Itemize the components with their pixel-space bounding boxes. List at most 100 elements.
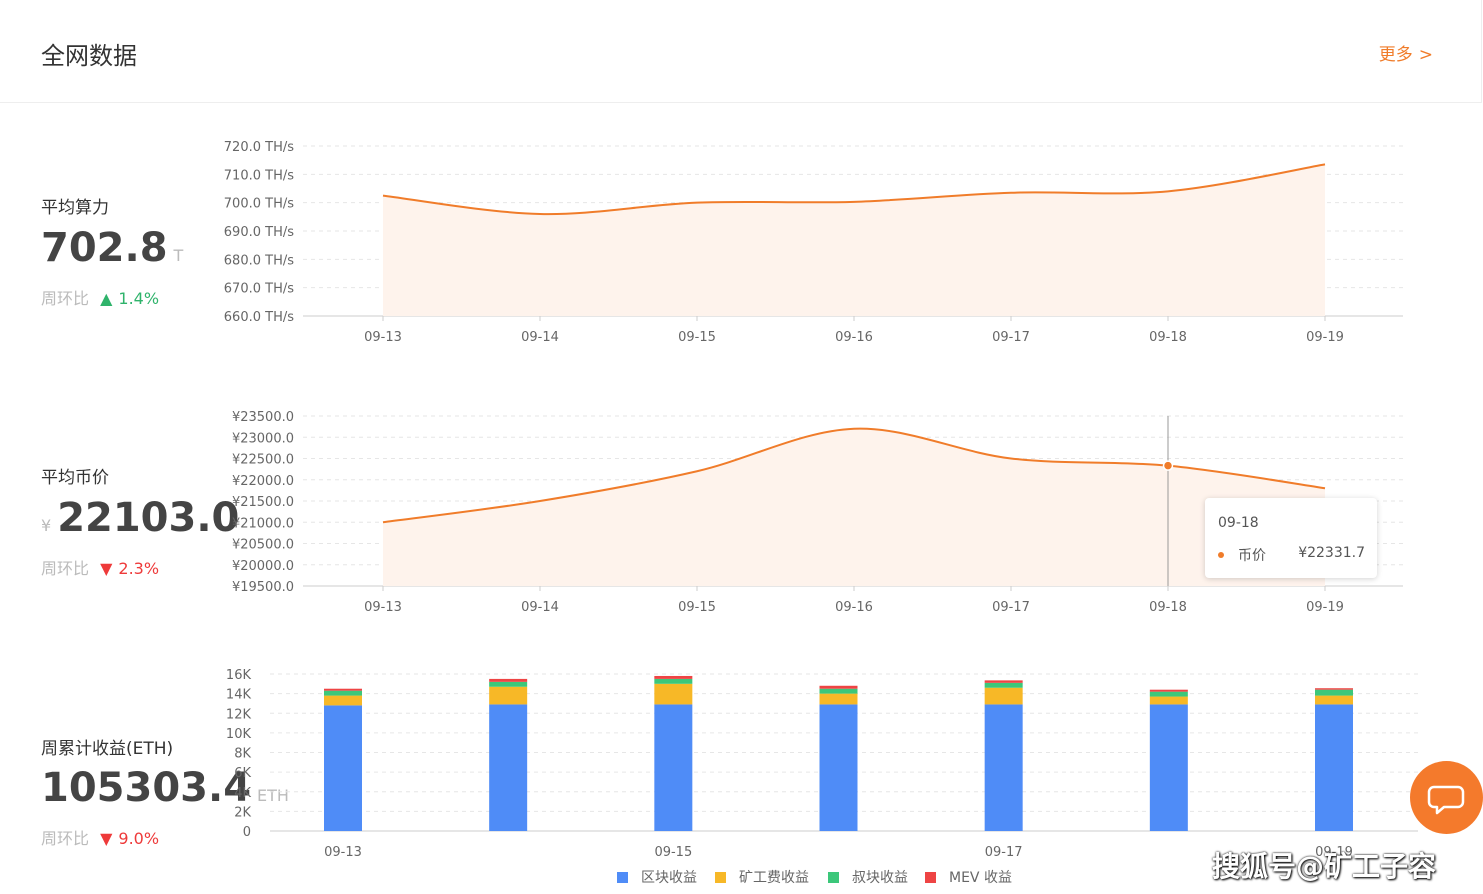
hashrate-change-label: 周环比 [41,289,90,308]
series-area [383,428,1325,586]
bar-segment [489,681,528,687]
hashrate-number: 702.8 [41,225,168,271]
y-tick-label: ¥20500.0 [232,538,294,553]
price-number: 22103.0 [57,495,240,541]
down-triangle-icon: ▼ [95,829,113,848]
hashrate-change: 周环比 ▲ 1.4% [41,285,159,309]
price-label: 平均币价 [41,468,109,488]
hashrate-value: 702.8 T [41,225,183,271]
bar-segment [1315,695,1353,705]
bar-segment [1149,691,1188,697]
bar-segment [984,687,1023,705]
x-tick-label: 09-13 [324,845,362,860]
y-tick-label: 680.0 TH/s [224,253,294,268]
revenue-value: 105303.4 ETH [41,765,289,811]
revenue-unit: ETH [257,786,289,805]
x-tick-label: 09-15 [678,600,716,615]
bar-segment [489,678,528,682]
y-tick-label: 4K [234,786,251,801]
series-line [382,163,1326,216]
bar-segment [819,693,858,705]
bar-segment [819,704,858,831]
bar-segment [1149,704,1188,831]
price-currency: ¥ [41,516,52,535]
y-tick-label: ¥21000.0 [232,516,294,531]
x-tick-label: 09-17 [992,330,1030,345]
series-area [383,164,1325,316]
more-link[interactable]: 更多 > [1379,40,1433,65]
x-tick-label: 09-14 [521,330,559,345]
page-title: 全网数据 [41,42,137,70]
x-tick-label: 09-16 [835,600,873,615]
bar-segment [489,686,528,705]
hashrate-label: 平均算力 [41,198,109,218]
y-tick-label: 10K [226,727,252,742]
y-tick-label: ¥23500.0 [232,410,294,425]
bar-segment [324,688,362,691]
price-change: 周环比 ▼ 2.3% [41,555,159,579]
chat-button[interactable] [1410,761,1483,834]
bar-segment [819,688,858,694]
bar-segment [489,704,528,831]
y-tick-label: 16K [226,668,252,683]
bar-segment [654,678,693,684]
bar-segment [324,695,362,706]
y-tick-label: ¥21500.0 [232,495,294,510]
y-tick-label: 0 [243,825,251,840]
chevron-right-icon: > [1418,45,1433,65]
x-tick-label: 09-13 [364,600,402,615]
revenue-change-label: 周环比 [41,829,90,848]
legend-label: 区块收益 [641,870,697,886]
revenue-number: 105303.4 [41,765,252,811]
y-tick-label: ¥22000.0 [232,474,294,489]
tooltip-date: 09-18 [1218,515,1259,531]
bar-segment [1315,688,1353,690]
x-tick-label: 09-15 [654,845,692,860]
legend-label: 叔块收益 [852,870,908,886]
y-tick-label: ¥22500.0 [232,453,294,468]
bar-segment [654,675,693,679]
x-tick-label: 09-14 [521,600,559,615]
bar-segment [984,682,1023,688]
y-tick-label: 2K [234,805,251,820]
y-tick-label: 6K [234,766,251,781]
x-tick-label: 09-18 [1149,330,1187,345]
y-tick-label: 710.0 TH/s [224,168,294,183]
x-tick-label: 09-13 [364,330,402,345]
y-tick-label: 700.0 TH/s [224,197,294,212]
x-tick-label: 09-18 [1149,600,1187,615]
down-triangle-icon: ▼ [95,559,113,578]
y-tick-label: 12K [226,707,252,722]
bar-segment [324,705,362,831]
price-value: ¥22103.0 [41,495,239,541]
y-tick-label: ¥23000.0 [232,431,294,446]
up-triangle-icon: ▲ [95,289,113,308]
x-tick-label: 09-19 [1306,600,1344,615]
x-tick-label: 09-19 [1315,845,1353,860]
x-tick-label: 09-16 [835,330,873,345]
bar-segment [984,680,1023,683]
chat-bubble-icon [1427,785,1465,815]
revenue-label: 周累计收益(ETH) [41,739,174,759]
legend-label: MEV 收益 [949,870,1012,886]
tooltip-series-name: 币价 [1238,548,1266,564]
card-header: 全网数据 更多 > [0,0,1482,103]
bar-segment [1149,689,1188,692]
highlighted-point [1162,460,1174,471]
y-tick-label: 690.0 TH/s [224,225,294,240]
y-tick-label: 14K [226,688,252,703]
legend-swatch [828,872,839,883]
bar-segment [1315,704,1353,831]
bar-segment [819,685,858,689]
price-change-value: 2.3% [118,559,160,578]
revenue-change: 周环比 ▼ 9.0% [41,825,159,849]
more-label: 更多 [1378,45,1413,65]
bar-segment [654,683,693,705]
x-tick-label: 09-17 [992,600,1030,615]
y-tick-label: ¥19500.0 [232,580,294,595]
bar-segment [654,704,693,831]
bar-segment [1315,689,1353,696]
y-tick-label: 660.0 TH/s [224,310,294,325]
hashrate-unit: T [173,246,184,265]
